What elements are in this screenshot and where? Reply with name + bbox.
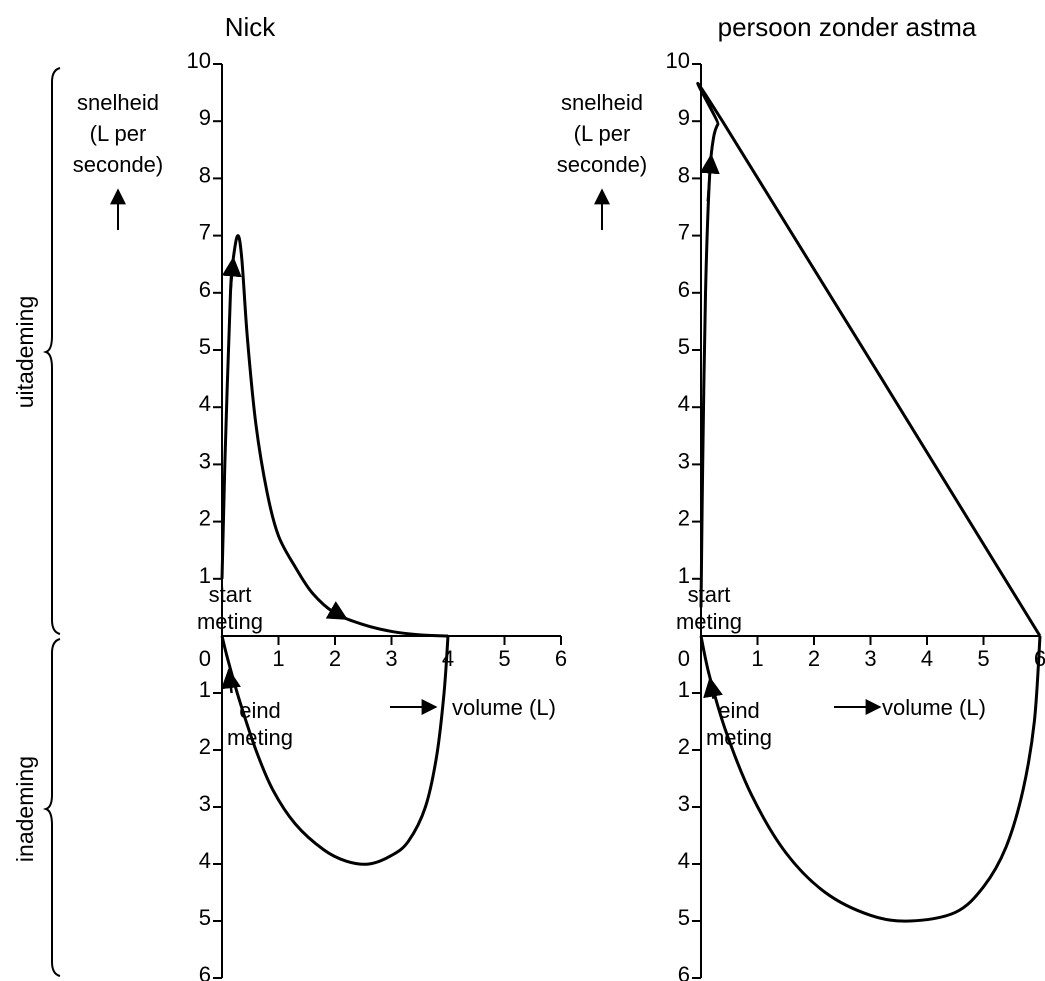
- y-tick-label: 7: [678, 220, 690, 245]
- y-tick-label: 2: [199, 506, 211, 531]
- y-tick-label: 6: [678, 962, 690, 981]
- y-tick-label: 6: [678, 277, 690, 302]
- start-measurement-label: meting: [676, 609, 742, 634]
- y-tick-label: 3: [199, 791, 211, 816]
- y-tick-label: 4: [199, 391, 211, 416]
- y-axis-label: snelheid: [77, 90, 159, 115]
- inhale-curve: [699, 635, 1042, 923]
- x-tick-label: 3: [864, 646, 876, 671]
- direction-arrow: [221, 256, 242, 293]
- x-tick-label: 6: [555, 646, 567, 671]
- y-axis-label: seconde): [73, 152, 164, 177]
- chart-title: persoon zonder astma: [718, 12, 977, 42]
- y-tick-label: 1: [199, 563, 211, 588]
- x-tick-label: 5: [977, 646, 989, 671]
- y-tick-label: 8: [678, 162, 690, 187]
- y-axis-label: seconde): [557, 152, 648, 177]
- chart-panel-persoon-zonder-astma: persoon zonder astma 1 2 3 4 5 6 7 8 9 10 1 2 3 4 5 6 0 1…: [557, 12, 1045, 981]
- exhale-curve: [220, 234, 449, 638]
- y-axis-label: snelheid: [561, 90, 643, 115]
- x-axis-label: volume (L): [452, 695, 556, 720]
- start-measurement-label: start: [688, 582, 731, 607]
- y-tick-label: 2: [199, 734, 211, 759]
- x-axis-label: volume (L): [882, 695, 986, 720]
- y-tick-label: 10: [187, 48, 211, 73]
- end-measurement-label: eind: [718, 698, 760, 723]
- origin-label: 0: [678, 646, 690, 671]
- end-measurement-label: meting: [227, 725, 293, 750]
- y-tick-label: 5: [678, 905, 690, 930]
- end-measurement-label: meting: [706, 725, 772, 750]
- y-tick-label: 4: [199, 848, 211, 873]
- direction-arrow: [699, 153, 720, 202]
- y-tick-label: 10: [666, 48, 690, 73]
- direction-arrow: [703, 676, 723, 699]
- y-tick-label: 2: [678, 506, 690, 531]
- inhale-curve: [220, 635, 450, 866]
- y-tick-label: 8: [199, 162, 211, 187]
- y-tick-label: 2: [678, 734, 690, 759]
- y-tick-label: 5: [199, 334, 211, 359]
- start-measurement-label: meting: [197, 609, 263, 634]
- y-tick-label: 3: [199, 448, 211, 473]
- inhale-brace: [42, 638, 61, 977]
- direction-arrow: [325, 601, 349, 620]
- start-measurement-label: start: [209, 582, 252, 607]
- chart-title: Nick: [225, 12, 277, 42]
- y-tick-label: 4: [678, 391, 690, 416]
- origin-label: 0: [199, 646, 211, 671]
- x-tick-label: 2: [329, 646, 341, 671]
- y-tick-label: 1: [199, 677, 211, 702]
- y-tick-label: 3: [678, 448, 690, 473]
- y-tick-label: 1: [678, 677, 690, 702]
- y-axis-label: (L per: [90, 121, 147, 146]
- exhale-brace: [42, 67, 61, 635]
- y-tick-label: 9: [199, 105, 211, 130]
- direction-arrow: [221, 668, 241, 694]
- x-tick-label: 2: [808, 646, 820, 671]
- x-tick-label: 4: [921, 646, 933, 671]
- y-tick-label: 5: [678, 334, 690, 359]
- y-tick-label: 4: [678, 848, 690, 873]
- exhale-curve: [696, 81, 1042, 637]
- y-axis-label: (L per: [574, 121, 631, 146]
- x-tick-label: 3: [385, 646, 397, 671]
- y-tick-label: 3: [678, 791, 690, 816]
- y-tick-label: 9: [678, 105, 690, 130]
- x-tick-label: 5: [498, 646, 510, 671]
- inhale-side-label: inademing: [12, 756, 38, 862]
- y-tick-label: 1: [678, 563, 690, 588]
- x-tick-label: 1: [272, 646, 284, 671]
- y-tick-label: 7: [199, 220, 211, 245]
- y-tick-label: 6: [199, 962, 211, 981]
- exhale-side-label: uitademing: [12, 296, 38, 409]
- y-tick-label: 5: [199, 905, 211, 930]
- x-tick-label: 1: [751, 646, 763, 671]
- y-tick-label: 6: [199, 277, 211, 302]
